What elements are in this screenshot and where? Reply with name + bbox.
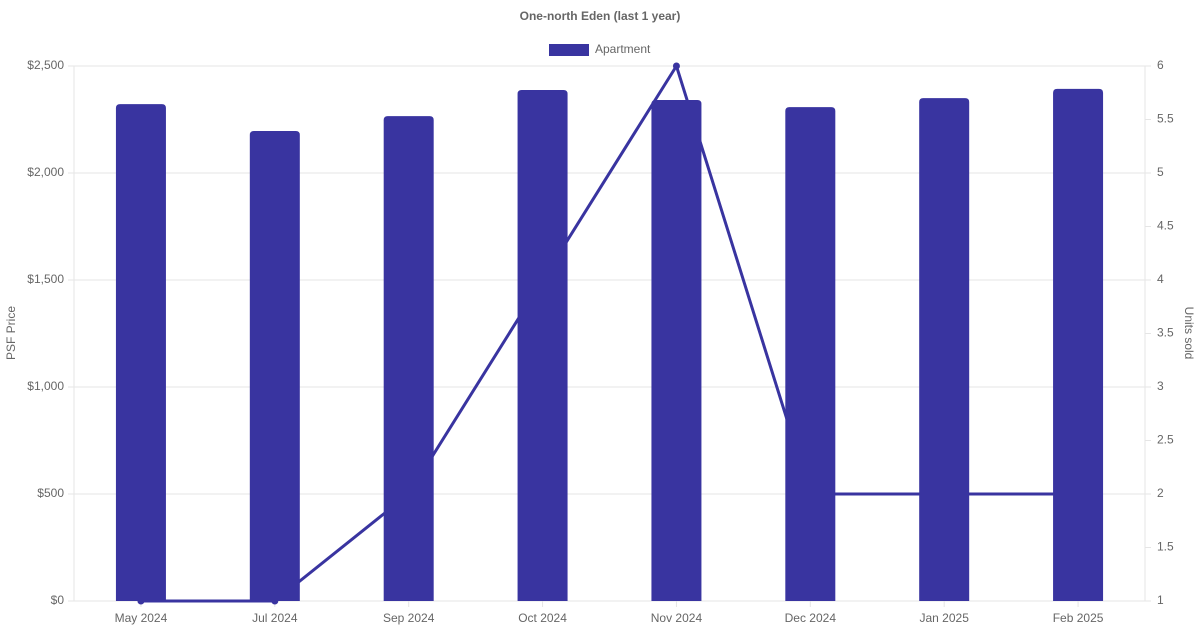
y2-tick-label: 1 <box>1157 593 1164 607</box>
y2-tick-label: 2.5 <box>1157 433 1174 447</box>
y-tick-label: $0 <box>51 593 65 607</box>
y2-tick-label: 2 <box>1157 486 1164 500</box>
legend-swatch <box>549 44 589 56</box>
y2-tick-label: 5.5 <box>1157 112 1174 126</box>
x-tick-label: Jan 2025 <box>919 611 969 625</box>
bar <box>785 107 836 601</box>
bar <box>249 131 300 601</box>
x-tick-label: Nov 2024 <box>651 611 703 625</box>
x-tick-label: Jul 2024 <box>252 611 298 625</box>
bar <box>651 100 702 601</box>
legend-label: Apartment <box>595 42 651 56</box>
y-tick-label: $1,500 <box>27 272 64 286</box>
y-tick-label: $1,000 <box>27 379 64 393</box>
x-tick-label: Feb 2025 <box>1053 611 1104 625</box>
y-tick-label: $500 <box>37 486 64 500</box>
y2-tick-label: 3.5 <box>1157 326 1174 340</box>
bar <box>919 98 970 601</box>
x-tick-label: May 2024 <box>115 611 168 625</box>
y2-tick-label: 4.5 <box>1157 219 1174 233</box>
bar <box>1053 88 1104 601</box>
y-tick-label: $2,000 <box>27 165 64 179</box>
x-tick-label: Sep 2024 <box>383 611 435 625</box>
point <box>672 62 680 70</box>
y2-tick-label: 4 <box>1157 272 1164 286</box>
x-tick-label: Oct 2024 <box>518 611 567 625</box>
bar <box>383 116 434 602</box>
y-tick-label: $2,500 <box>27 58 64 72</box>
y-axis-title: PSF Price <box>4 306 18 360</box>
x-tick-label: Dec 2024 <box>785 611 837 625</box>
bar <box>517 89 568 601</box>
y2-axis-title: Units sold <box>1182 307 1196 360</box>
chart-title: One-north Eden (last 1 year) <box>520 9 681 23</box>
y2-tick-label: 3 <box>1157 379 1164 393</box>
y2-tick-label: 5 <box>1157 165 1164 179</box>
bar <box>115 104 166 601</box>
y2-tick-label: 6 <box>1157 58 1164 72</box>
y2-tick-label: 1.5 <box>1157 540 1174 554</box>
